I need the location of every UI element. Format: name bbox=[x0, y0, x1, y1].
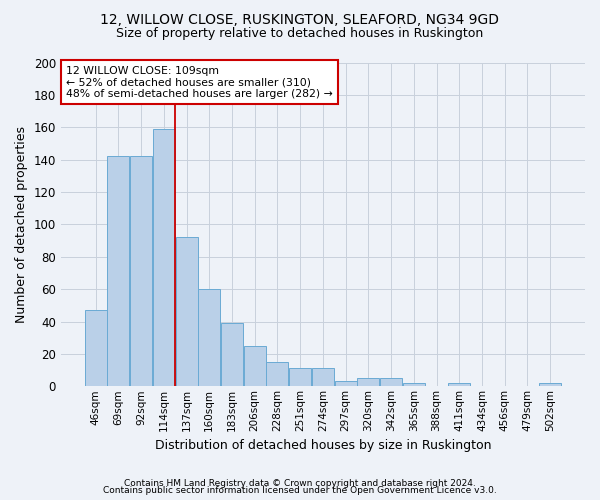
Bar bbox=[153, 129, 175, 386]
X-axis label: Distribution of detached houses by size in Ruskington: Distribution of detached houses by size … bbox=[155, 440, 491, 452]
Bar bbox=[198, 289, 220, 386]
Bar bbox=[403, 383, 425, 386]
Bar bbox=[130, 156, 152, 386]
Text: Size of property relative to detached houses in Ruskington: Size of property relative to detached ho… bbox=[116, 28, 484, 40]
Bar bbox=[380, 378, 402, 386]
Bar bbox=[107, 156, 130, 386]
Bar bbox=[244, 346, 266, 387]
Bar bbox=[266, 362, 289, 386]
Bar bbox=[358, 378, 379, 386]
Bar bbox=[85, 310, 107, 386]
Text: Contains HM Land Registry data © Crown copyright and database right 2024.: Contains HM Land Registry data © Crown c… bbox=[124, 478, 476, 488]
Bar bbox=[312, 368, 334, 386]
Text: 12 WILLOW CLOSE: 109sqm
← 52% of detached houses are smaller (310)
48% of semi-d: 12 WILLOW CLOSE: 109sqm ← 52% of detache… bbox=[66, 66, 333, 99]
Bar bbox=[176, 238, 197, 386]
Bar bbox=[221, 323, 243, 386]
Bar bbox=[448, 383, 470, 386]
Bar bbox=[289, 368, 311, 386]
Y-axis label: Number of detached properties: Number of detached properties bbox=[15, 126, 28, 323]
Text: Contains public sector information licensed under the Open Government Licence v3: Contains public sector information licen… bbox=[103, 486, 497, 495]
Text: 12, WILLOW CLOSE, RUSKINGTON, SLEAFORD, NG34 9GD: 12, WILLOW CLOSE, RUSKINGTON, SLEAFORD, … bbox=[101, 12, 499, 26]
Bar bbox=[335, 382, 356, 386]
Bar bbox=[539, 383, 561, 386]
